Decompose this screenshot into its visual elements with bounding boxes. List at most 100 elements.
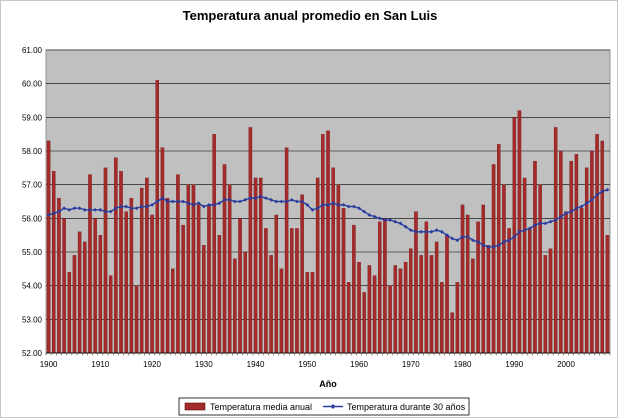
bar (191, 184, 196, 354)
bar (502, 184, 506, 354)
bar (243, 251, 247, 354)
bar (274, 214, 279, 354)
line-point (88, 208, 92, 212)
line-point (160, 196, 165, 201)
line-point (176, 199, 180, 204)
line-point (558, 214, 563, 219)
line-point (98, 208, 103, 212)
bar (569, 160, 573, 354)
bar (139, 187, 144, 354)
bar (233, 258, 237, 354)
line-point (269, 197, 273, 202)
bar (258, 177, 263, 354)
bar (372, 275, 377, 354)
y-tick-label: 53.00 (22, 315, 43, 324)
y-tick-label: 54.00 (22, 282, 43, 291)
bar (212, 134, 216, 354)
line-point (476, 240, 480, 244)
bar (62, 218, 66, 354)
bar (98, 235, 103, 354)
x-tick-label: 2000 (557, 360, 575, 369)
line-point (502, 240, 506, 244)
bar (429, 255, 434, 354)
line-point (243, 197, 248, 202)
y-tick-label: 56.00 (22, 214, 43, 223)
bar (548, 248, 553, 354)
line-point (165, 199, 170, 204)
bar (269, 255, 273, 354)
line-point (564, 211, 568, 216)
bar (460, 204, 465, 354)
line-point (212, 202, 217, 207)
x-tick-label: 1950 (298, 360, 316, 369)
line-point (383, 218, 387, 222)
line-point (222, 197, 227, 202)
bar (434, 241, 439, 354)
line-point (320, 202, 325, 207)
bar (543, 255, 548, 354)
line-point (424, 229, 429, 234)
line-point (414, 229, 418, 234)
bar (119, 171, 123, 354)
line-point (336, 202, 341, 207)
bar (409, 248, 413, 354)
line-point (434, 228, 439, 233)
bar (496, 144, 501, 354)
bar (155, 80, 159, 354)
line-point (284, 199, 289, 204)
bar (528, 228, 532, 354)
bar (124, 211, 128, 354)
line-point (538, 221, 543, 226)
y-tick-label: 58.00 (22, 147, 43, 156)
line-point (455, 238, 460, 243)
line-point (155, 199, 160, 204)
line-point (77, 206, 82, 211)
line-point (481, 243, 486, 248)
bar (46, 140, 51, 354)
line-point (346, 204, 351, 209)
line-point (543, 221, 548, 226)
bar (455, 282, 460, 354)
bar (367, 265, 372, 354)
bar (393, 265, 398, 354)
line-point (67, 208, 72, 212)
bar (522, 177, 527, 354)
line-point (470, 238, 475, 243)
bar (605, 235, 610, 354)
bar (559, 150, 563, 354)
line-point (134, 206, 139, 211)
line-point (93, 208, 98, 212)
line-point (595, 192, 599, 197)
bar (300, 194, 304, 354)
y-tick-label: 61.00 (22, 46, 43, 55)
x-axis-label: Año (319, 379, 337, 389)
line-point (533, 223, 537, 227)
bar (383, 218, 387, 354)
x-tick-label: 1940 (247, 360, 265, 369)
line-point (605, 187, 610, 192)
bar (491, 164, 496, 354)
bar (93, 218, 97, 354)
line-point (465, 234, 470, 239)
bar (77, 231, 82, 354)
bar (134, 285, 139, 354)
bar (67, 272, 72, 354)
x-tick-label: 1990 (505, 360, 523, 369)
line-point (569, 209, 574, 214)
line-point (289, 197, 294, 202)
legend-bar-swatch (184, 402, 206, 411)
line-point (419, 229, 424, 234)
y-axis: 52.00 53.00 54.00 55.00 56.00 57.00 58.00 59.00… (22, 46, 43, 358)
bar (590, 150, 594, 354)
line-point (357, 206, 361, 211)
bar (52, 171, 56, 354)
bar (362, 292, 366, 354)
line-point (579, 204, 584, 209)
bar (150, 214, 154, 354)
x-tick-label: 1910 (91, 360, 109, 369)
line-point (305, 202, 310, 207)
line-point (377, 216, 382, 221)
x-tick-label: 1900 (40, 360, 58, 369)
